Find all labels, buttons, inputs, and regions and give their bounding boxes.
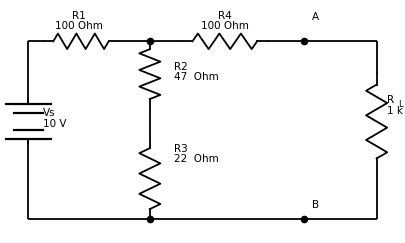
Text: 10 V: 10 V	[43, 119, 66, 129]
Text: R3: R3	[174, 144, 188, 155]
Text: 22  Ohm: 22 Ohm	[174, 154, 219, 164]
Text: L: L	[398, 99, 403, 109]
Text: 47  Ohm: 47 Ohm	[174, 71, 219, 82]
Text: R2: R2	[174, 62, 188, 72]
Text: B: B	[312, 200, 319, 210]
Text: A: A	[312, 12, 319, 22]
Text: R4: R4	[218, 11, 232, 21]
Text: 1 k Ohm: 1 k Ohm	[387, 105, 405, 116]
Text: 100 Ohm: 100 Ohm	[55, 20, 103, 31]
Text: Vs: Vs	[43, 108, 55, 118]
Text: 100 Ohm: 100 Ohm	[201, 20, 249, 31]
Text: R: R	[387, 95, 394, 105]
Text: R1: R1	[72, 11, 86, 21]
